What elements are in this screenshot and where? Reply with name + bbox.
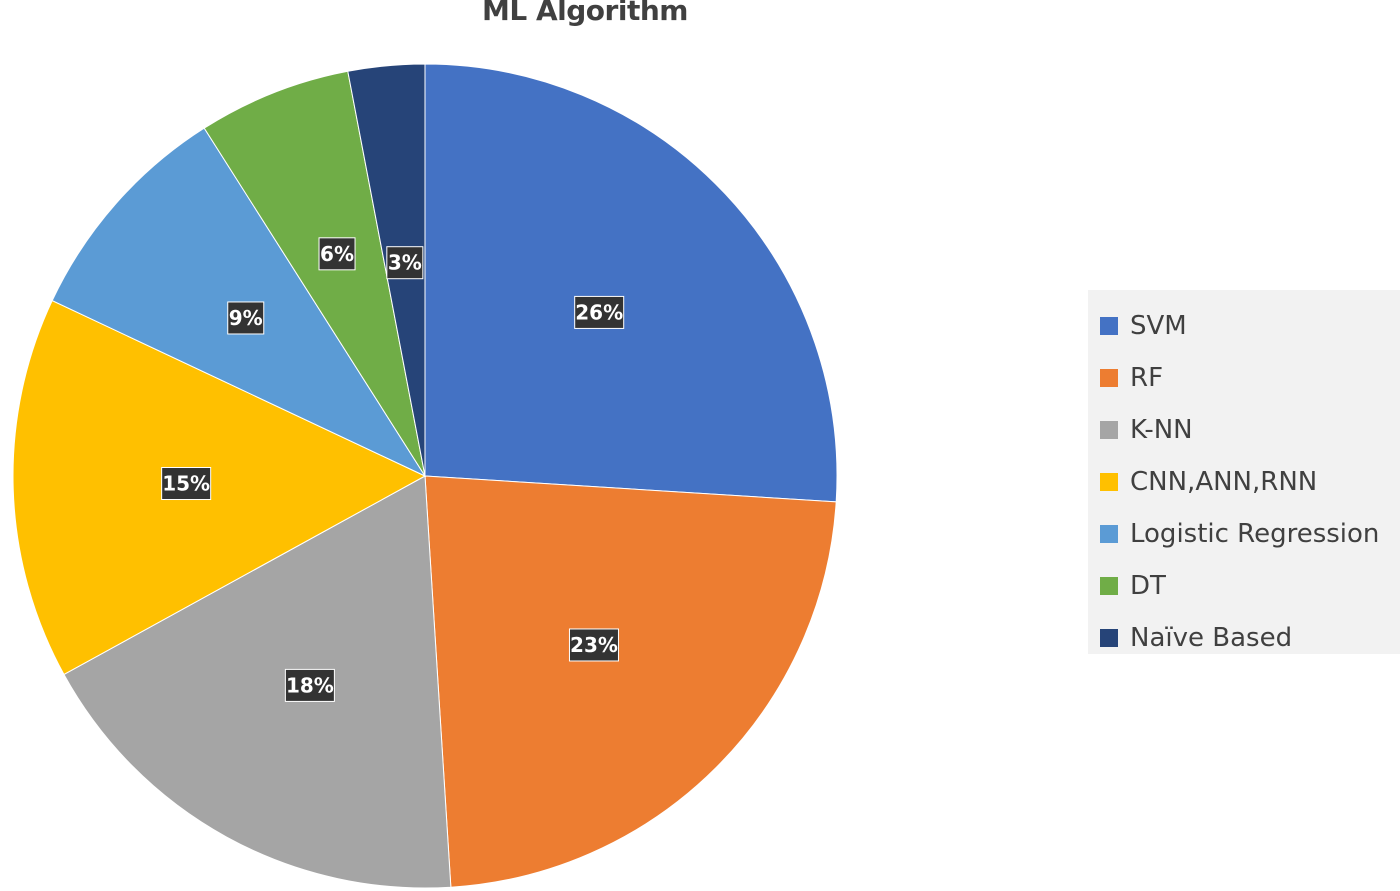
data-label-text: 3% [388,251,422,275]
legend-label: Logistic Regression [1130,519,1380,549]
legend-swatch [1100,473,1118,491]
data-label-box [386,246,424,280]
legend-label: DT [1130,571,1166,601]
legend-item-dt: DT [1100,560,1400,612]
pie-chart: 26% 23% 18% 15% 9% 6% 3% [12,63,838,889]
legend-swatch [1100,317,1118,335]
legend-swatch [1100,629,1118,647]
legend-label: RF [1130,363,1164,393]
legend-swatch [1100,525,1118,543]
pie-slice-k-nn [63,475,452,889]
data-label-box [227,301,265,335]
data-label-box [318,237,356,271]
legend-label: CNN,ANN,RNN [1130,467,1318,497]
pie-slice-rf [424,475,837,888]
data-label-svm: 26% [574,295,625,329]
data-label-cnn-ann-rnn: 15% [161,467,212,501]
legend-item-logistic-regression: Logistic Regression [1100,508,1400,560]
data-label-logistic-regression: 9% [227,301,265,335]
data-label-k-nn: 18% [284,668,335,702]
legend-label: SVM [1130,311,1187,341]
data-label-text: 26% [575,300,623,324]
data-label-dt: 6% [318,237,356,271]
data-label-text: 9% [229,306,263,330]
legend-item-svm: SVM [1100,300,1400,352]
pie-slice-dt [203,70,426,477]
data-label-box [161,467,212,501]
chart-legend: SVM RF K-NN CNN,ANN,RNN Logistic Regression D… [1088,290,1400,654]
legend-item-k-nn: K-NN [1100,404,1400,456]
chart-title: ML Algorithm [482,0,688,27]
legend-swatch [1100,577,1118,595]
data-label-na-ve-based: 3% [386,246,424,280]
data-label-text: 6% [320,242,354,266]
pie-slice-cnn-ann-rnn [12,299,427,676]
data-label-text: 18% [286,673,334,697]
legend-label: Naïve Based [1130,623,1293,653]
data-label-box [568,628,619,662]
data-label-text: 15% [162,472,210,496]
legend-item-cnn-ann-rnn: CNN,ANN,RNN [1100,456,1400,508]
legend-item-rf: RF [1100,352,1400,404]
data-label-rf: 23% [568,628,619,662]
legend-swatch [1100,421,1118,439]
legend-item-na-ve-based: Naïve Based [1100,612,1400,664]
data-label-text: 23% [570,633,618,657]
pie-data-labels: 26% 23% 18% 15% 9% 6% 3% [161,237,625,702]
pie-slice-svm [424,63,838,503]
pie-slices [12,63,838,889]
legend-swatch [1100,369,1118,387]
legend-label: K-NN [1130,415,1193,445]
data-label-box [284,668,335,702]
data-label-box [574,295,625,329]
